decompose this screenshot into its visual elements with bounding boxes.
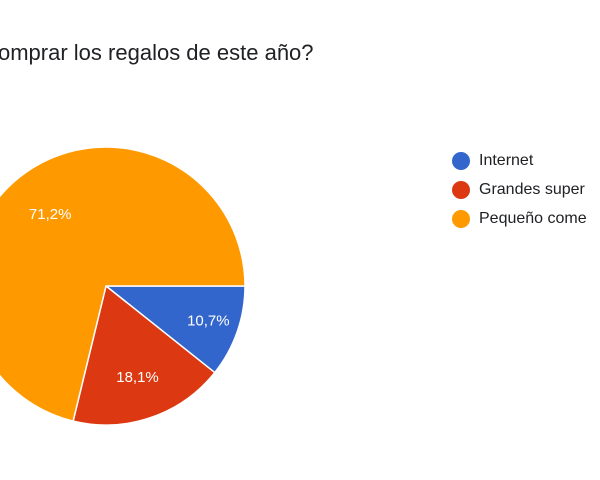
slice-label-grandes: 18,1%	[116, 369, 159, 386]
legend-swatch-pequeno	[452, 209, 470, 228]
legend-item-grandes[interactable]: Grandes super	[452, 175, 587, 204]
slice-label-internet: 10,7%	[187, 313, 230, 330]
legend-swatch-grandes	[452, 180, 470, 199]
legend-item-pequeno[interactable]: Pequeño come	[452, 204, 587, 233]
chart-title: omprar los regalos de este año?	[0, 40, 314, 65]
legend-label-internet: Internet	[479, 151, 534, 169]
pie-slice-pequeno[interactable]	[0, 146, 246, 422]
legend: Internet Grandes super Pequeño come	[452, 146, 587, 233]
legend-label-pequeno: Pequeño come	[479, 209, 587, 227]
legend-label-grandes: Grandes super	[479, 180, 585, 198]
legend-swatch-internet	[452, 151, 470, 170]
legend-item-internet[interactable]: Internet	[452, 146, 587, 175]
pie-slice-internet[interactable]	[103, 285, 246, 374]
slice-label-pequeno: 71,2%	[29, 206, 72, 223]
pie-slice-grandes[interactable]	[72, 284, 216, 426]
